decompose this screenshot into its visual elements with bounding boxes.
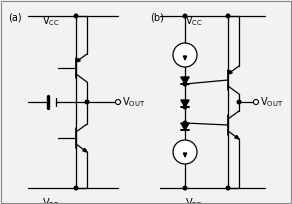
Text: V$_{\mathsf{EE}}$: V$_{\mathsf{EE}}$ <box>185 196 202 204</box>
Polygon shape <box>181 100 189 107</box>
Circle shape <box>237 100 241 104</box>
Text: (a): (a) <box>8 12 22 22</box>
Text: (b): (b) <box>150 12 164 22</box>
Text: V$_{\mathsf{EE}}$: V$_{\mathsf{EE}}$ <box>42 196 59 204</box>
Circle shape <box>74 14 78 18</box>
Polygon shape <box>235 135 239 139</box>
Circle shape <box>253 100 258 104</box>
Polygon shape <box>183 56 187 60</box>
Text: V$_{\mathsf{OUT}}$: V$_{\mathsf{OUT}}$ <box>260 95 283 109</box>
Text: V$_{\mathsf{CC}}$: V$_{\mathsf{CC}}$ <box>185 14 203 28</box>
Polygon shape <box>181 123 189 130</box>
Circle shape <box>226 14 230 18</box>
Circle shape <box>183 186 187 190</box>
Polygon shape <box>83 148 87 152</box>
Circle shape <box>183 14 187 18</box>
Circle shape <box>74 186 78 190</box>
Circle shape <box>173 43 197 67</box>
Circle shape <box>116 100 121 104</box>
Polygon shape <box>76 58 80 62</box>
Polygon shape <box>181 77 189 84</box>
Circle shape <box>183 121 187 125</box>
Polygon shape <box>183 153 187 157</box>
Circle shape <box>183 105 187 109</box>
Text: V$_{\mathsf{CC}}$: V$_{\mathsf{CC}}$ <box>42 14 60 28</box>
Circle shape <box>173 140 197 164</box>
Circle shape <box>183 82 187 86</box>
Circle shape <box>85 100 89 104</box>
Polygon shape <box>228 70 232 74</box>
Text: V$_{\mathsf{OUT}}$: V$_{\mathsf{OUT}}$ <box>122 95 145 109</box>
Circle shape <box>226 186 230 190</box>
